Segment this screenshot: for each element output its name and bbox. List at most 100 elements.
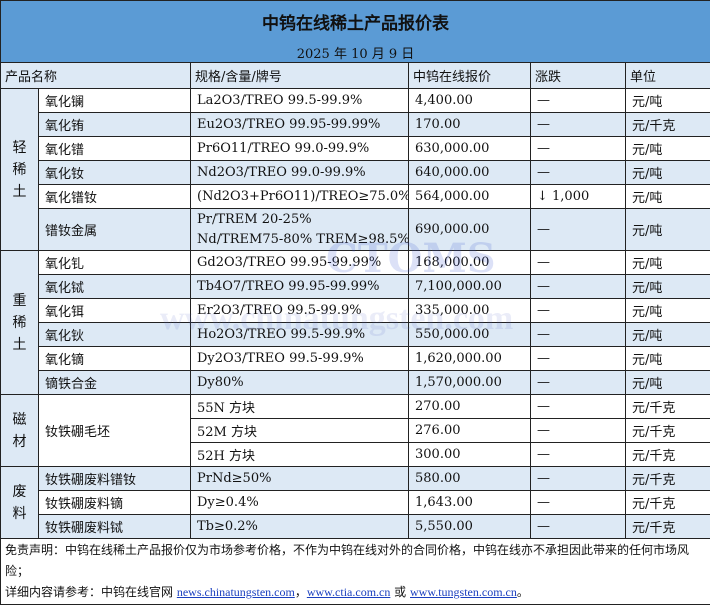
product-name: 镨钕金属	[39, 209, 191, 251]
product-name: 钕铁硼废料镨钕	[39, 467, 191, 491]
header-spec: 规格/含量/牌号	[191, 63, 409, 89]
change: —	[531, 251, 626, 275]
change: —	[531, 89, 626, 113]
unit: 元/千克	[626, 515, 710, 539]
unit: 元/千克	[626, 491, 710, 515]
spec: Dy80%	[191, 371, 409, 395]
change: —	[531, 347, 626, 371]
change: —	[531, 209, 626, 251]
price: 5,550.00	[409, 515, 531, 539]
change: —	[531, 299, 626, 323]
change: —	[531, 491, 626, 515]
unit: 元/吨	[626, 209, 710, 251]
spec: Pr/TREM 20-25%Nd/TREM75-80% TREM≥98.5%	[191, 209, 409, 251]
spec: (Nd2O3+Pr6O11)/TREO≥75.0%	[191, 185, 409, 209]
spec: Er2O3/TREO 99.5-99.9%	[191, 299, 409, 323]
unit: 元/吨	[626, 347, 710, 371]
change: —	[531, 515, 626, 539]
change: —	[531, 275, 626, 299]
link-news[interactable]: news.chinatungsten.com	[177, 585, 295, 599]
separator: 或	[390, 585, 410, 599]
category-cell: 重稀土	[1, 251, 39, 395]
header-price: 中钨在线报价	[409, 63, 531, 89]
header-name: 产品名称	[1, 63, 191, 89]
unit: 元/吨	[626, 371, 710, 395]
price: 270.00	[409, 395, 531, 419]
spec: Ho2O3/TREO 99.5-99.9%	[191, 323, 409, 347]
unit: 元/吨	[626, 185, 710, 209]
spec: Dy2O3/TREO 99.5-99.9%	[191, 347, 409, 371]
price: 690,000.00	[409, 209, 531, 251]
price: 276.00	[409, 419, 531, 443]
change: —	[531, 113, 626, 137]
product-name: 氧化钕	[39, 161, 191, 185]
separator: ，	[295, 585, 307, 599]
spec: Dy≥0.4%	[191, 491, 409, 515]
change: —	[531, 371, 626, 395]
spec: 52H 方块	[191, 443, 409, 467]
category-label: 废料	[12, 481, 28, 525]
price: 1,620,000.00	[409, 347, 531, 371]
change: —	[531, 419, 626, 443]
unit: 元/吨	[626, 323, 710, 347]
spec: PrNd≥50%	[191, 467, 409, 491]
product-name: 氧化铽	[39, 275, 191, 299]
unit: 元/吨	[626, 275, 710, 299]
unit: 元/吨	[626, 89, 710, 113]
category-label: 磁材	[12, 409, 28, 453]
price: 170.00	[409, 113, 531, 137]
category-cell: 轻稀土	[1, 89, 39, 251]
unit: 元/千克	[626, 395, 710, 419]
page-title: 中钨在线稀土产品报价表	[1, 1, 710, 43]
price: 335,000.00	[409, 299, 531, 323]
unit: 元/吨	[626, 251, 710, 275]
product-name: 镝铁合金	[39, 371, 191, 395]
price: 580.00	[409, 467, 531, 491]
price: 300.00	[409, 443, 531, 467]
price: 4,400.00	[409, 89, 531, 113]
spec-line: Nd/TREM75-80% TREM≥98.5%	[197, 232, 409, 247]
period: 。	[517, 585, 529, 599]
change: —	[531, 323, 626, 347]
category-label: 轻稀土	[12, 137, 28, 203]
spec: Tb4O7/TREO 99.95-99.99%	[191, 275, 409, 299]
link-tungsten[interactable]: www.tungsten.com.cn	[410, 585, 517, 599]
unit: 元/千克	[626, 443, 710, 467]
date: 2025 年 10 月 9 日	[1, 43, 710, 63]
product-name: 氧化钆	[39, 251, 191, 275]
spec: La2O3/TREO 99.5-99.9%	[191, 89, 409, 113]
spec: Gd2O3/TREO 99.95-99.99%	[191, 251, 409, 275]
price: 1,570,000.00	[409, 371, 531, 395]
header-change: 涨跌	[531, 63, 626, 89]
product-name: 氧化镨	[39, 137, 191, 161]
unit: 元/千克	[626, 113, 710, 137]
price: 564,000.00	[409, 185, 531, 209]
price: 168,000.00	[409, 251, 531, 275]
change: —	[531, 161, 626, 185]
ref-prefix: 详细内容请参考：中钨在线官网	[5, 585, 177, 599]
price: 640,000.00	[409, 161, 531, 185]
price: 7,100,000.00	[409, 275, 531, 299]
price: 630,000.00	[409, 137, 531, 161]
disclaimer: 免责声明：中钨在线稀土产品报价仅为市场参考价格，不作为中钨在线对外的合同价格，中…	[5, 543, 689, 578]
change: —	[531, 395, 626, 419]
spec: Nd2O3/TREO 99.0-99.9%	[191, 161, 409, 185]
link-ctia[interactable]: www.ctia.com.cn	[307, 585, 391, 599]
product-name: 氧化镝	[39, 347, 191, 371]
unit: 元/千克	[626, 467, 710, 491]
header-unit: 单位	[626, 63, 710, 89]
change: —	[531, 137, 626, 161]
unit: 元/吨	[626, 299, 710, 323]
